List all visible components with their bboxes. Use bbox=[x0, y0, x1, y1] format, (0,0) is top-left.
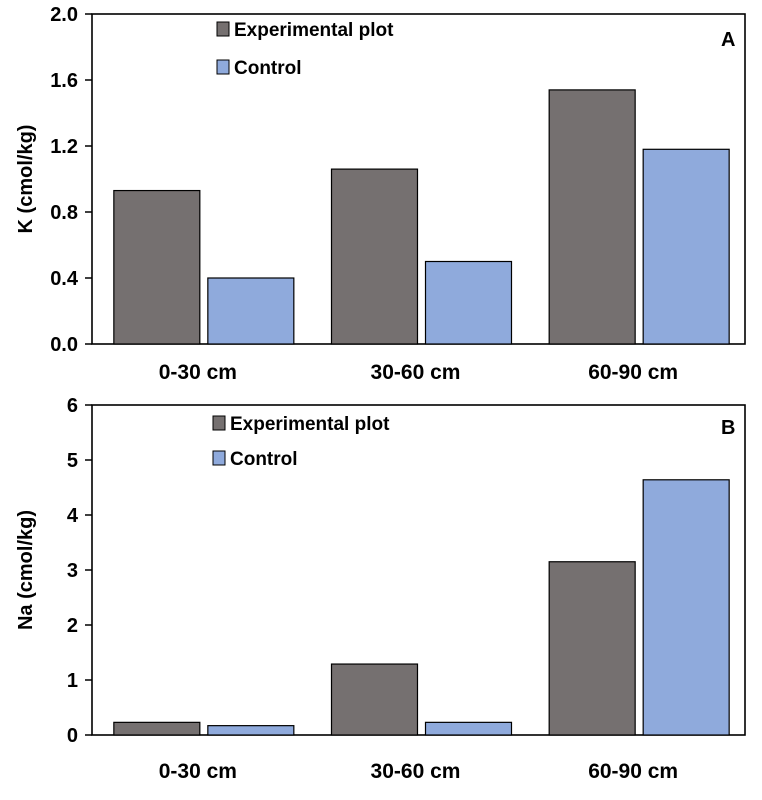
y-tick-label: 3 bbox=[67, 560, 78, 582]
legend-swatch-experimental bbox=[216, 21, 230, 37]
y-tick-label: 1 bbox=[67, 670, 78, 692]
bar-experimental-0 bbox=[113, 189, 201, 345]
bar-control-2 bbox=[642, 148, 730, 345]
bar-control-0 bbox=[207, 725, 295, 736]
bar-control-2 bbox=[642, 479, 730, 736]
bar-control-1 bbox=[424, 721, 513, 736]
x-category-label: 30-60 cm bbox=[371, 760, 461, 783]
y-tick-label: 1.2 bbox=[50, 136, 78, 158]
y-tick-label: 5 bbox=[67, 450, 78, 472]
x-category-label: 0-30 cm bbox=[159, 361, 237, 384]
bars bbox=[113, 479, 730, 736]
panel-label: B bbox=[721, 417, 735, 439]
y-tick-label: 0.0 bbox=[50, 334, 78, 356]
bar-control-0 bbox=[207, 277, 295, 345]
x-axis-categories: 0-30 cm 30-60 cm 60-90 cm bbox=[159, 361, 678, 384]
panel-label: A bbox=[721, 29, 735, 51]
x-category-label: 60-90 cm bbox=[588, 760, 678, 783]
x-axis-categories: 0-30 cm 30-60 cm 60-90 cm bbox=[159, 760, 678, 783]
legend-swatch-control bbox=[216, 59, 230, 75]
panel-b: 0 1 2 3 4 5 6 0-30 cm 30-60 cm 60-90 cm Na (cmol… bbox=[15, 395, 746, 783]
y-tick-label: 0.4 bbox=[50, 268, 79, 290]
bar-experimental-2 bbox=[548, 561, 636, 736]
y-axis-ticks: 0 1 2 3 4 5 6 bbox=[67, 395, 92, 747]
y-tick-label: 6 bbox=[67, 395, 78, 417]
y-axis-label: K (cmol/kg) bbox=[15, 125, 37, 234]
y-tick-label: 1.6 bbox=[50, 70, 78, 92]
x-category-label: 60-90 cm bbox=[588, 361, 678, 384]
legend-label-control: Control bbox=[230, 449, 298, 470]
plot-frame bbox=[91, 13, 746, 345]
panel-a: 0.0 0.4 0.8 1.2 1.6 2.0 0-30 cm 30-60 cm 60-90 … bbox=[15, 4, 746, 384]
legend: Experimental plot Control bbox=[216, 20, 394, 79]
bar-control-1 bbox=[424, 260, 513, 345]
y-tick-label: 2.0 bbox=[50, 4, 78, 26]
legend-swatch-experimental bbox=[212, 415, 226, 431]
y-tick-label: 2 bbox=[67, 615, 78, 637]
legend-label-experimental: Experimental plot bbox=[234, 20, 394, 41]
legend-label-control: Control bbox=[234, 58, 302, 79]
legend-swatch-control bbox=[212, 450, 226, 466]
bar-experimental-2 bbox=[548, 89, 636, 345]
x-category-label: 30-60 cm bbox=[371, 361, 461, 384]
legend-label-experimental: Experimental plot bbox=[230, 414, 390, 435]
y-tick-label: 0 bbox=[67, 725, 78, 747]
x-category-label: 0-30 cm bbox=[159, 760, 237, 783]
bar-experimental-1 bbox=[330, 168, 419, 345]
y-tick-label: 4 bbox=[67, 505, 79, 527]
bars bbox=[113, 89, 730, 345]
y-axis-label: Na (cmol/kg) bbox=[15, 510, 37, 630]
legend: Experimental plot Control bbox=[212, 414, 390, 470]
bar-experimental-1 bbox=[330, 663, 419, 736]
y-tick-label: 0.8 bbox=[50, 202, 78, 224]
y-axis-ticks: 0.0 0.4 0.8 1.2 1.6 2.0 bbox=[50, 4, 92, 356]
bar-experimental-0 bbox=[113, 721, 201, 736]
